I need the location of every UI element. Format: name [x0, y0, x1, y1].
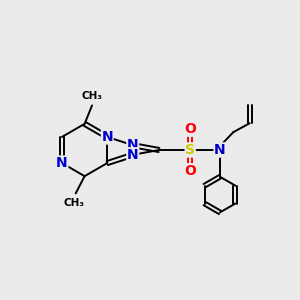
Text: O: O	[184, 164, 196, 178]
Text: N: N	[56, 156, 68, 170]
Text: CH₃: CH₃	[64, 198, 85, 208]
Text: N: N	[214, 143, 226, 157]
Text: O: O	[184, 122, 196, 136]
Text: N: N	[127, 138, 139, 152]
Text: N: N	[101, 130, 113, 144]
Text: CH₃: CH₃	[82, 91, 103, 101]
Text: N: N	[127, 148, 139, 162]
Text: S: S	[185, 143, 195, 157]
